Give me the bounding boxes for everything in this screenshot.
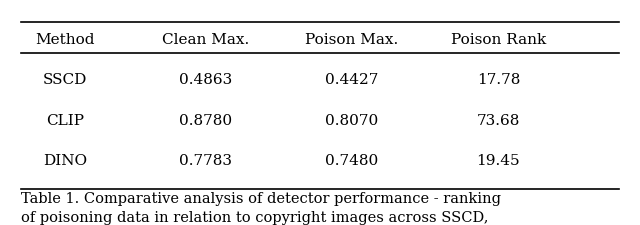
Text: CLIP: CLIP xyxy=(46,113,84,127)
Text: 0.8070: 0.8070 xyxy=(325,113,378,127)
Text: Clean Max.: Clean Max. xyxy=(162,33,249,47)
Text: 0.7480: 0.7480 xyxy=(325,153,378,167)
Text: Poison Rank: Poison Rank xyxy=(451,33,546,47)
Text: 73.68: 73.68 xyxy=(477,113,520,127)
Text: SSCD: SSCD xyxy=(43,73,87,87)
Text: 19.45: 19.45 xyxy=(477,153,520,167)
Text: 17.78: 17.78 xyxy=(477,73,520,87)
Text: Table 1. Comparative analysis of detector performance - ranking: Table 1. Comparative analysis of detecto… xyxy=(20,191,500,205)
Text: Poison Max.: Poison Max. xyxy=(305,33,399,47)
Text: 0.8780: 0.8780 xyxy=(179,113,232,127)
Text: DINO: DINO xyxy=(43,153,87,167)
Text: 0.7783: 0.7783 xyxy=(179,153,232,167)
Text: Method: Method xyxy=(35,33,95,47)
Text: 0.4863: 0.4863 xyxy=(179,73,232,87)
Text: of poisoning data in relation to copyright images across SSCD,: of poisoning data in relation to copyrig… xyxy=(20,210,488,224)
Text: 0.4427: 0.4427 xyxy=(325,73,378,87)
